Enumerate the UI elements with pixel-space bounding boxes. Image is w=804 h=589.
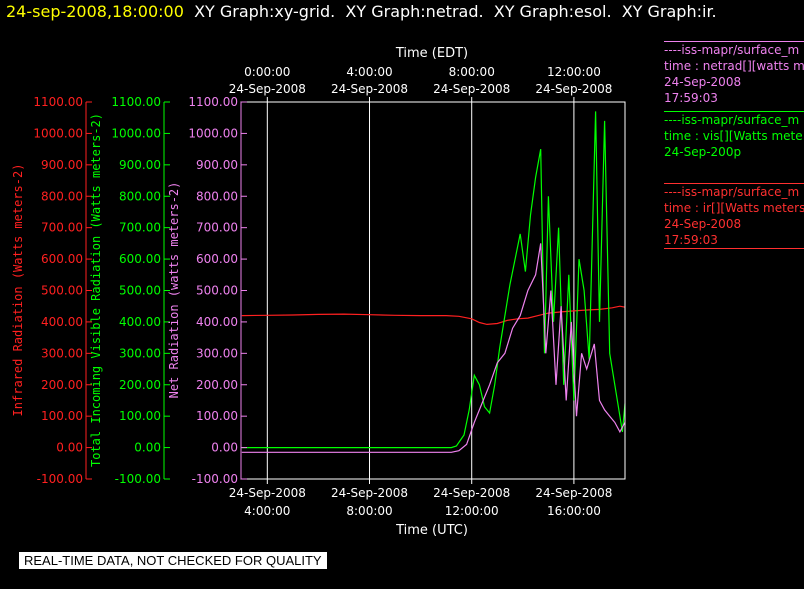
y-tick-label: 700.00 [41,221,83,235]
y-tick-label: 800.00 [119,189,161,203]
bottom-axis-label: Time (UTC) [395,523,468,538]
bottom-x-tick-label: 8:00:00 [346,504,392,518]
legend-series-variable: time : vis[][Watts mete [664,129,803,143]
legend-series-source: ----iss-mapr/surface_m [664,113,800,127]
y-tick-label: 0.00 [134,441,161,455]
window-title: 24-sep-2008,18:00:00 XY Graph:xy-grid. X… [6,2,717,24]
top-x-tick-label: 24-Sep-2008 [229,82,306,96]
y-tick-label: 1100.00 [111,95,161,109]
legend-series-time: 17:59:03 [664,233,718,247]
y-tick-label: 500.00 [196,284,238,298]
legend-entry-ir: ----iss-mapr/surface_m time : ir[][Watts… [664,183,804,249]
bottom-x-tick-label: 16:00:00 [547,504,601,518]
y-tick-label: 100.00 [196,409,238,423]
y-tick-label: 400.00 [41,315,83,329]
y-tick-label: 1100.00 [33,95,83,109]
grid-layer [266,102,575,479]
y-tick-label: 400.00 [196,315,238,329]
title-graph-esol: XY Graph:esol. [493,2,612,21]
y-axis-label-netrad: Net Radiation (watts meters-2) [167,182,181,399]
top-x-tick-label: 24-Sep-2008 [433,82,510,96]
y-tick-label: 200.00 [41,378,83,392]
y-tick-label: 200.00 [196,378,238,392]
title-graph-ir: XY Graph:ir. [621,2,717,21]
bottom-x-tick-label: 24-Sep-2008 [229,486,306,500]
y-tick-label: 300.00 [119,346,161,360]
top-x-tick-label: 0:00:00 [244,65,290,79]
y-tick-label: -100.00 [192,472,238,486]
legend-series-date: 24-Sep-200p [664,145,742,159]
top-x-tick-label: 12:00:00 [547,65,601,79]
y-tick-label: 400.00 [119,315,161,329]
bottom-x-tick-label: 24-Sep-2008 [535,486,612,500]
legend-entry-netrad: ----iss-mapr/surface_m time : netrad[][w… [664,41,804,106]
y-tick-label: 1000.00 [111,126,161,140]
legend-series-date: 24-Sep-2008 [664,217,742,231]
bottom-x-tick-label: 4:00:00 [244,504,290,518]
y-tick-label: 500.00 [41,284,83,298]
y-tick-label: 300.00 [41,346,83,360]
plot-frame [240,101,626,480]
legend-separator [664,248,804,249]
legend-separator [664,111,804,112]
legend-series-source: ----iss-mapr/surface_m [664,185,800,199]
y-tick-label: 1100.00 [188,95,238,109]
top-axis-label: Time (EDT) [395,46,468,61]
y-tick-label: 500.00 [119,284,161,298]
legend-series-variable: time : netrad[][watts m [664,59,804,73]
series-line [241,305,626,326]
bottom-x-tick-label: 24-Sep-2008 [433,486,510,500]
y-tick-label: 600.00 [119,252,161,266]
y-tick-label: 0.00 [56,441,83,455]
top-x-tick-label: 24-Sep-2008 [331,82,408,96]
bottom-x-tick-label: 24-Sep-2008 [331,486,408,500]
quality-warning-note: REAL-TIME DATA, NOT CHECKED FOR QUALITY [19,552,327,569]
series-layer [241,111,626,453]
y-tick-label: -100.00 [115,472,161,486]
y-tick-label: 700.00 [119,221,161,235]
y-tick-label: -100.00 [37,472,83,486]
y-tick-label: 900.00 [119,158,161,172]
y-axis-label-vis: Total Incoming Visible Radiation (Watts … [89,113,103,467]
top-x-tick-label: 4:00:00 [346,65,392,79]
y-tick-label: 0.00 [211,441,238,455]
title-graph-netrad: XY Graph:netrad. [345,2,484,21]
y-tick-label: 1000.00 [33,126,83,140]
series-line [241,111,626,449]
legend-series-date: 24-Sep-2008 [664,75,742,89]
bottom-x-tick-label: 12:00:00 [445,504,499,518]
y-tick-label: 800.00 [41,189,83,203]
y-tick-label: 900.00 [41,158,83,172]
y-tick-label: 600.00 [41,252,83,266]
legend-entry-vis: ----iss-mapr/surface_m time : vis[][Watt… [664,111,804,160]
legend-separator [664,183,804,184]
y-tick-label: 100.00 [41,409,83,423]
legend-series-source: ----iss-mapr/surface_m [664,43,800,57]
y-tick-label: 100.00 [119,409,161,423]
y-tick-label: 600.00 [196,252,238,266]
top-x-tick-label: 24-Sep-2008 [535,82,612,96]
y-tick-label: 800.00 [196,189,238,203]
y-tick-label: 200.00 [119,378,161,392]
top-x-tick-label: 8:00:00 [449,65,495,79]
axes-layer: -100.00 0.00 100.00 200.00 300.00 400.00 500.0… [33,65,612,518]
legend-series-time: 17:59:03 [664,91,718,105]
y-tick-label: 300.00 [196,346,238,360]
y-tick-label: 700.00 [196,221,238,235]
title-graph-grid: XY Graph:xy-grid. [194,2,336,21]
legend-separator [664,41,804,42]
y-tick-label: 1000.00 [188,126,238,140]
legend-series-variable: time : ir[][Watts meters [664,201,804,215]
title-datetime: 24-sep-2008,18:00:00 [6,2,184,21]
y-tick-label: 900.00 [196,158,238,172]
y-axis-label-ir: Infrared Radiation (Watts meters-2) [11,164,25,417]
series-line [241,243,626,453]
